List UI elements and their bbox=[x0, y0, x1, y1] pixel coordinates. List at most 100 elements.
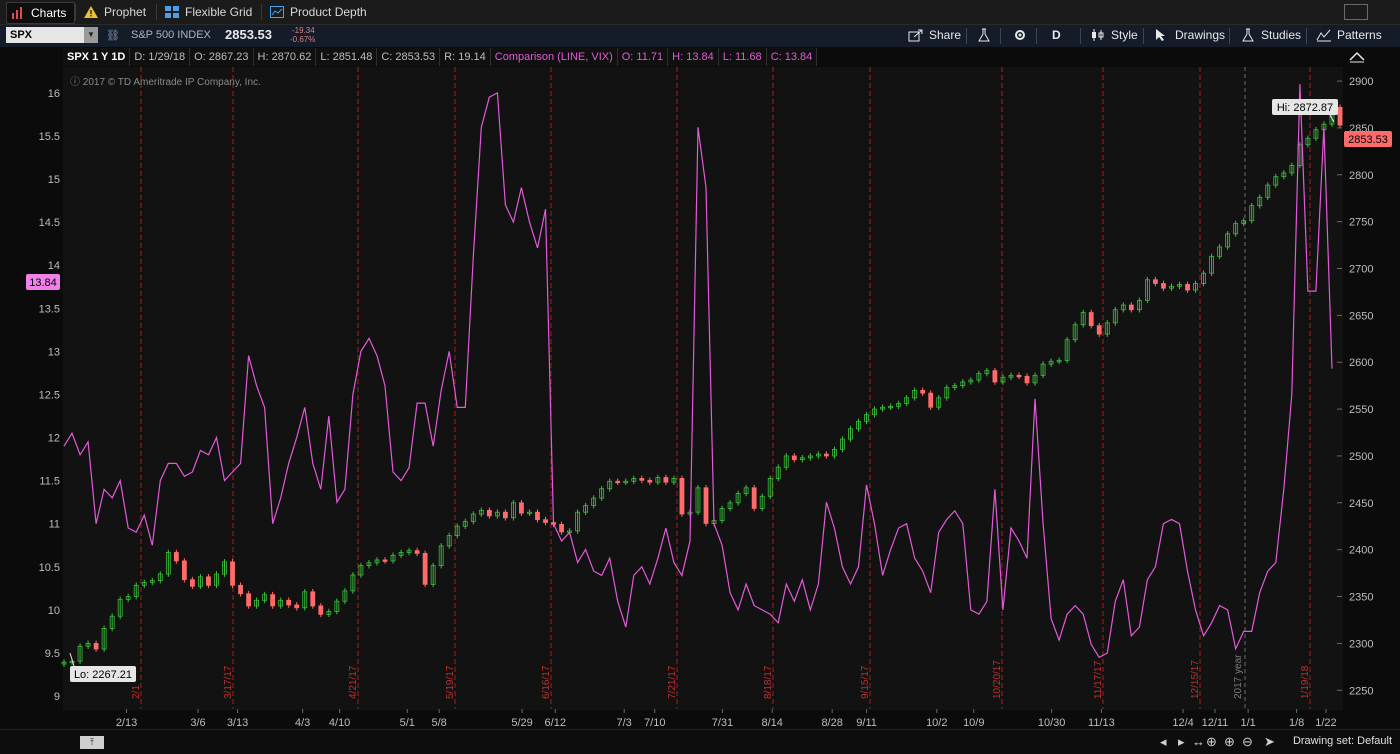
candle-body bbox=[165, 552, 171, 575]
lo-label-box bbox=[70, 666, 136, 682]
candle-body bbox=[366, 562, 372, 567]
scroll-to-end-button[interactable]: ⤒ bbox=[80, 736, 104, 749]
candle-body bbox=[254, 599, 260, 607]
window-restore-button[interactable] bbox=[1344, 4, 1368, 20]
chart-area[interactable]: 2/1 3/17/17 4/21/17 5/19/17 6/16/17 7/21/17 8/… bbox=[0, 47, 1400, 734]
lo-label: Lo: 2267.21 bbox=[70, 666, 136, 682]
candle-body bbox=[727, 502, 733, 509]
candle-body bbox=[1257, 196, 1263, 207]
chevron-down-icon[interactable]: ▼ bbox=[84, 27, 98, 43]
link-icon[interactable]: ⛓ bbox=[106, 30, 120, 42]
symbol-input[interactable]: SPX ▼ bbox=[6, 27, 98, 43]
candle-body bbox=[543, 519, 548, 523]
candle-body bbox=[262, 594, 268, 601]
event-label: 7/21/17 bbox=[667, 665, 678, 699]
candle-body bbox=[1072, 324, 1078, 341]
candle-body bbox=[815, 453, 821, 457]
candle-body bbox=[583, 505, 589, 513]
settings-button[interactable] bbox=[1012, 28, 1033, 42]
y-right-tick-label: 2550 bbox=[1349, 404, 1373, 416]
y-left-tick-label: 16 bbox=[48, 88, 60, 100]
y-left-tick-label: 12.5 bbox=[39, 389, 60, 401]
tab-label: Charts bbox=[31, 6, 67, 20]
right-arrow-icon[interactable]: ▸ bbox=[1178, 734, 1185, 749]
period-button[interactable]: D bbox=[1052, 28, 1061, 42]
candle-body bbox=[1016, 374, 1022, 378]
y-right-tick-label: 2250 bbox=[1349, 685, 1373, 697]
cursor-icon bbox=[1156, 29, 1165, 41]
comparison-label[interactable]: Comparison (LINE, VIX) bbox=[491, 48, 618, 66]
index-name: S&P 500 INDEX bbox=[131, 29, 211, 41]
crosshair-icon[interactable]: ⊕ bbox=[1206, 734, 1217, 749]
symbol-value: SPX bbox=[10, 29, 33, 41]
double-arrow-icon[interactable]: ↔ bbox=[1192, 734, 1205, 749]
candle-body bbox=[406, 550, 412, 553]
flask-icon bbox=[1242, 28, 1254, 42]
tab-flexible-grid[interactable]: Flexible Grid bbox=[161, 2, 260, 22]
y-left-tick-label: 11 bbox=[49, 519, 60, 531]
y-right-tick-label: 2800 bbox=[1349, 170, 1373, 182]
tab-label: Product Depth bbox=[290, 5, 367, 19]
share-button[interactable]: Share bbox=[908, 28, 961, 42]
zoom-in-icon[interactable]: ⊕ bbox=[1224, 734, 1235, 749]
grid-icon bbox=[165, 6, 179, 18]
candle-body bbox=[502, 511, 508, 519]
flask-button[interactable] bbox=[976, 28, 997, 42]
candle-body bbox=[888, 405, 893, 409]
candle-body bbox=[446, 535, 452, 547]
left-arrow-icon[interactable]: ◂ bbox=[1160, 734, 1167, 749]
candle-body bbox=[655, 477, 661, 483]
style-button[interactable]: Style bbox=[1090, 28, 1138, 42]
info-circle-icon: ⓘ bbox=[70, 77, 80, 88]
drawing-set-label[interactable]: Drawing set: Default bbox=[1292, 735, 1392, 747]
price-chart[interactable]: 2/1 3/17/17 4/21/17 5/19/17 6/16/17 7/21/17 8/… bbox=[0, 47, 1400, 729]
y-left-tick-label: 12 bbox=[48, 433, 60, 445]
y-right-tick-label: 2500 bbox=[1349, 451, 1373, 463]
tab-label: Prophet bbox=[104, 5, 147, 19]
candle-body bbox=[85, 642, 91, 647]
tab-charts[interactable]: Charts bbox=[6, 2, 76, 24]
x-tick-label: 1/22 bbox=[1315, 717, 1336, 729]
candle-body bbox=[334, 600, 340, 612]
hi-label-box bbox=[1272, 99, 1338, 115]
drawings-label: Drawings bbox=[1175, 28, 1226, 42]
candle-body bbox=[703, 487, 709, 524]
y-left-tick-label: 14 bbox=[48, 260, 60, 272]
candle-body bbox=[896, 403, 902, 407]
patterns-button[interactable]: Patterns bbox=[1316, 28, 1382, 42]
y-right-tick-label: 2750 bbox=[1349, 217, 1373, 229]
info-date: D: 1/29/18 bbox=[130, 48, 191, 66]
candle-body bbox=[623, 480, 629, 484]
patterns-label: Patterns bbox=[1337, 28, 1382, 42]
candle-body bbox=[1144, 279, 1150, 301]
candle-body bbox=[382, 559, 388, 562]
candle-body bbox=[912, 389, 918, 399]
candle-body bbox=[848, 428, 853, 440]
candle-body bbox=[1289, 165, 1295, 174]
candle-body bbox=[1225, 233, 1231, 248]
collapse-icon[interactable] bbox=[1348, 48, 1366, 64]
candle-body bbox=[149, 580, 155, 583]
candle-body bbox=[968, 379, 974, 383]
candle-body bbox=[1281, 172, 1287, 178]
candle-body bbox=[735, 493, 741, 504]
tab-product-depth[interactable]: Product Depth bbox=[266, 2, 375, 22]
studies-button[interactable]: Studies bbox=[1240, 28, 1301, 42]
candle-body bbox=[230, 561, 235, 586]
zoom-out-icon[interactable]: ⊖ bbox=[1242, 734, 1253, 749]
comparison-low: L: 11.68 bbox=[719, 48, 767, 66]
drawings-button[interactable]: Drawings bbox=[1154, 28, 1225, 42]
hi-label-text: Hi: 2872.87 bbox=[1277, 102, 1333, 114]
candle-body bbox=[1217, 246, 1223, 257]
candle-body bbox=[462, 521, 468, 527]
candle-body bbox=[519, 502, 524, 514]
candle-body bbox=[936, 397, 942, 408]
candle-body bbox=[840, 438, 845, 450]
copyright-text: 2017 © TD Ameritrade IP Company, Inc. bbox=[82, 77, 261, 88]
tab-prophet[interactable]: Prophet bbox=[80, 2, 154, 22]
y-right-tick-label: 2600 bbox=[1349, 357, 1373, 369]
candle-body bbox=[1080, 312, 1086, 326]
lo-pointer bbox=[69, 652, 75, 667]
candle-body bbox=[799, 457, 805, 461]
pointer-icon[interactable]: ➤ bbox=[1264, 734, 1275, 749]
